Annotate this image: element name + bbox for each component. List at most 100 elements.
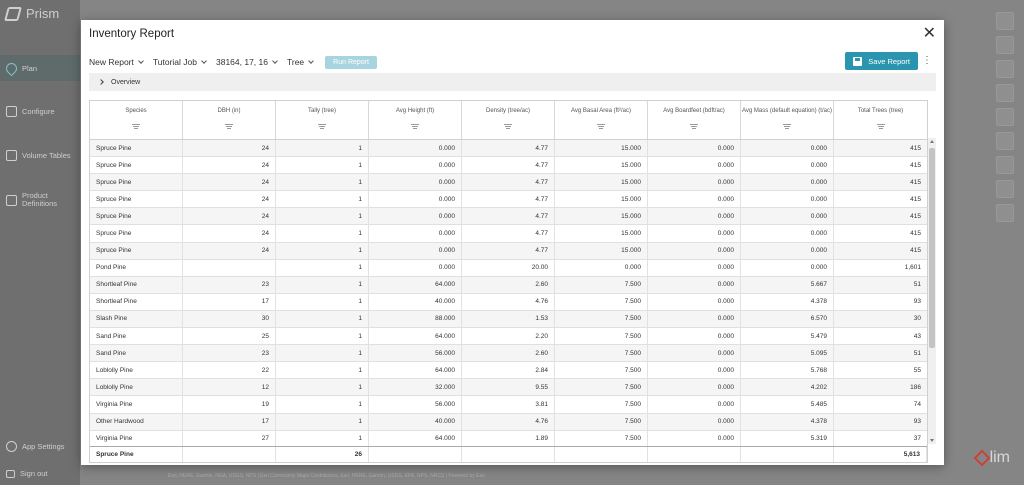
table-cell: Spruce Pine <box>90 174 183 191</box>
sort-icon[interactable] <box>597 123 605 130</box>
level-select[interactable]: Tree <box>287 57 314 67</box>
table-row[interactable]: Spruce Pine 24 1 0.000 4.77 15.000 0.000 0.000 4… <box>90 140 927 158</box>
chevron-right-icon <box>98 79 104 85</box>
table-cell: 40.000 <box>369 413 462 430</box>
table-cell: 15.000 <box>555 225 648 242</box>
grid-scrollbar[interactable] <box>928 138 936 444</box>
column-header[interactable]: Tally (tree) <box>276 101 369 139</box>
table-cell: 0.000 <box>741 225 834 242</box>
overview-expander[interactable]: Overview <box>89 73 936 91</box>
footer-cell <box>369 447 462 462</box>
table-cell: 1 <box>276 157 369 174</box>
table-cell: 1 <box>276 293 369 310</box>
sort-icon[interactable] <box>876 123 885 130</box>
table-cell: 2.20 <box>462 328 555 345</box>
table-cell: 5.667 <box>741 276 834 293</box>
column-header[interactable]: Species <box>90 101 183 139</box>
table-row[interactable]: Virginia Pine 27 1 64.000 1.89 7.500 0.000 5.31… <box>90 430 927 446</box>
table-cell: Virginia Pine <box>90 396 183 413</box>
pencil-icon <box>996 180 1014 198</box>
table-row[interactable]: Sand Pine 23 1 56.000 2.60 7.500 0.000 5.095 51 <box>90 345 927 363</box>
table-cell: 415 <box>910 247 921 255</box>
table-cell: 186 <box>910 383 921 391</box>
brand-name: Prism <box>26 6 60 21</box>
sidebar-item-product-definitions: Product Definitions <box>0 192 76 208</box>
sort-icon[interactable] <box>783 123 791 130</box>
table-cell: Spruce Pine <box>90 242 183 259</box>
table-cell: 0.000 <box>369 191 462 208</box>
scroll-up-icon[interactable] <box>930 140 934 143</box>
report-select[interactable]: New Report <box>89 57 144 67</box>
table-cell: 1 <box>276 396 369 413</box>
table-cell: 27 <box>183 430 276 446</box>
table-cell: 24 <box>183 208 276 225</box>
stand-select[interactable]: 38164, 17, 16 <box>216 57 278 67</box>
table-cell: 2.84 <box>462 362 555 379</box>
table-cell: 15.000 <box>555 157 648 174</box>
sort-icon[interactable] <box>225 123 233 130</box>
scroll-down-icon[interactable] <box>930 439 934 442</box>
table-cell: Spruce Pine <box>90 140 183 157</box>
table-row[interactable]: Other Hardwood 17 1 40.000 4.76 7.500 0.000 4.3… <box>90 413 927 431</box>
column-header[interactable]: Density (tree/ac) <box>462 101 555 139</box>
table-row[interactable]: Shortleaf Pine 23 1 64.000 2.60 7.500 0.000 5.6… <box>90 276 927 294</box>
table-cell: 9.55 <box>462 379 555 396</box>
table-row[interactable]: Spruce Pine 24 1 0.000 4.77 15.000 0.000 0.000 4… <box>90 157 927 175</box>
table-row[interactable]: Loblolly Pine 22 1 64.000 2.84 7.500 0.000 5.76… <box>90 362 927 380</box>
save-report-button[interactable]: Save Report <box>845 52 918 70</box>
scrollbar-thumb[interactable] <box>929 148 935 348</box>
table-cell: 1 <box>276 208 369 225</box>
table-row[interactable]: Loblolly Pine 12 1 32.000 9.55 7.500 0.000 4.20… <box>90 379 927 397</box>
table-cell: 0.000 <box>741 157 834 174</box>
table-row[interactable]: Virginia Pine 19 1 56.000 3.81 7.500 0.000 5.48… <box>90 396 927 414</box>
table-row[interactable]: Shortleaf Pine 17 1 40.000 4.76 7.500 0.000 4.3… <box>90 293 927 311</box>
table-row[interactable]: Spruce Pine 24 1 0.000 4.77 15.000 0.000 0.000 4… <box>90 242 927 260</box>
table-cell: 23 <box>183 276 276 293</box>
close-icon[interactable]: ✕ <box>922 25 936 42</box>
gear-icon <box>6 441 17 452</box>
column-header[interactable]: DBH (in) <box>183 101 276 139</box>
layers-icon <box>996 108 1014 126</box>
table-cell: 5.479 <box>741 328 834 345</box>
table-cell: 0.000 <box>648 208 741 225</box>
table-row[interactable]: Spruce Pine 24 1 0.000 4.77 15.000 0.000 0.000 4… <box>90 225 927 243</box>
table-cell: 22 <box>183 362 276 379</box>
table-row[interactable]: Pond Pine 1 0.000 20.00 0.000 0.000 0.000 1,601 <box>90 259 927 277</box>
table-cell: 55 <box>913 366 921 374</box>
table-row[interactable]: Sand Pine 25 1 64.000 2.20 7.500 0.000 5.479 43 <box>90 328 927 346</box>
table-cell: 0.000 <box>648 140 741 157</box>
column-header[interactable]: Avg Mass (default equation) (t/ac) <box>741 101 834 139</box>
table-cell: 7.500 <box>555 276 648 293</box>
column-header[interactable]: Avg Boardfeet (bdft/ac) <box>648 101 741 139</box>
chevron-down-icon <box>308 57 314 64</box>
table-cell: Shortleaf Pine <box>90 293 183 310</box>
table-cell: 7.500 <box>555 430 648 446</box>
sort-icon[interactable] <box>132 123 140 130</box>
table-cell: 15.000 <box>555 174 648 191</box>
table-row[interactable]: Slash Pine 30 1 88.000 1.53 7.500 0.000 6.570 30 <box>90 310 927 329</box>
column-header[interactable]: Total Trees (tree) <box>834 101 927 139</box>
table-cell: 0.000 <box>648 430 741 446</box>
table-row[interactable]: Spruce Pine 24 1 0.000 4.77 15.000 0.000 0.000 4… <box>90 208 927 226</box>
sort-icon[interactable] <box>690 123 698 130</box>
table-row[interactable]: Spruce Pine 24 1 0.000 4.77 15.000 0.000 0.000 4… <box>90 174 927 192</box>
table-cell: 4.202 <box>741 379 834 396</box>
print-icon <box>996 204 1014 222</box>
job-select[interactable]: Tutorial Job <box>153 57 207 67</box>
table-cell: 0.000 <box>369 225 462 242</box>
sort-icon[interactable] <box>318 123 326 130</box>
table-cell: 64.000 <box>369 430 462 446</box>
column-header[interactable]: Avg Height (ft) <box>369 101 462 139</box>
brand: Prism <box>4 6 60 21</box>
column-header[interactable]: Avg Basal Area (ft²/ac) <box>555 101 648 139</box>
more-options-icon[interactable]: ⋮ <box>922 55 932 66</box>
sort-icon[interactable] <box>411 123 419 130</box>
run-report-button[interactable]: Run Report <box>325 55 377 69</box>
table-row[interactable]: Spruce Pine 24 1 0.000 4.77 15.000 0.000 0.000 4… <box>90 191 927 209</box>
table-cell: 15.000 <box>555 242 648 259</box>
table-cell: 0.000 <box>648 259 741 276</box>
table-cell: 0.000 <box>648 310 741 328</box>
sort-icon[interactable] <box>504 123 512 130</box>
footer-cell: 5,613 <box>834 447 927 462</box>
table-cell: 51 <box>913 349 921 357</box>
